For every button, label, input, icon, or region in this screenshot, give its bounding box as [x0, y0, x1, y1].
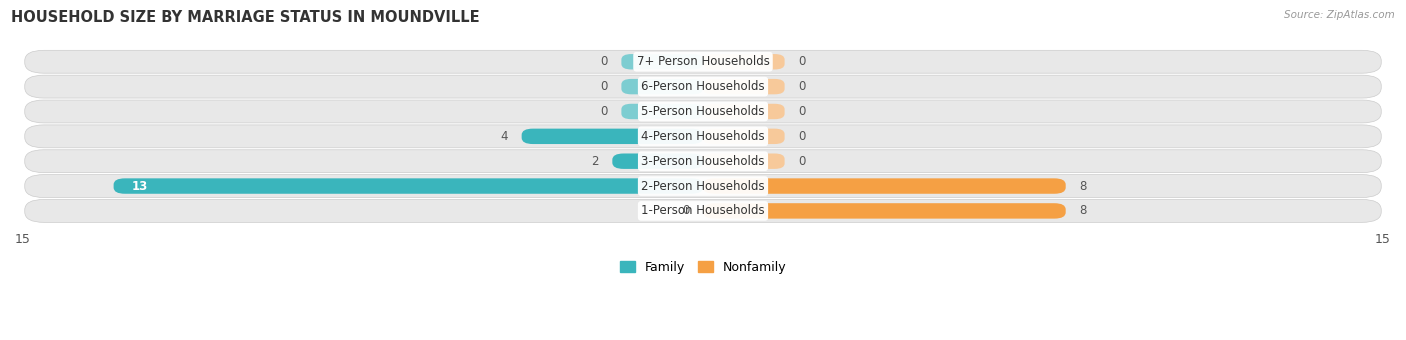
FancyBboxPatch shape [25, 200, 1381, 222]
FancyBboxPatch shape [25, 150, 1381, 173]
Legend: Family, Nonfamily: Family, Nonfamily [614, 256, 792, 279]
FancyBboxPatch shape [703, 104, 785, 119]
Text: 8: 8 [1080, 204, 1087, 217]
FancyBboxPatch shape [25, 50, 1381, 73]
Text: 13: 13 [132, 180, 148, 192]
Text: 5-Person Households: 5-Person Households [641, 105, 765, 118]
Text: 0: 0 [600, 105, 607, 118]
Text: 0: 0 [799, 130, 806, 143]
FancyBboxPatch shape [25, 125, 1381, 148]
FancyBboxPatch shape [114, 178, 703, 194]
Text: 0: 0 [799, 105, 806, 118]
FancyBboxPatch shape [621, 104, 703, 119]
Text: 0: 0 [799, 155, 806, 168]
FancyBboxPatch shape [621, 54, 703, 69]
Text: 0: 0 [799, 80, 806, 93]
Text: 7+ Person Households: 7+ Person Households [637, 55, 769, 68]
Text: HOUSEHOLD SIZE BY MARRIAGE STATUS IN MOUNDVILLE: HOUSEHOLD SIZE BY MARRIAGE STATUS IN MOU… [11, 10, 479, 25]
Text: 4-Person Households: 4-Person Households [641, 130, 765, 143]
FancyBboxPatch shape [25, 75, 1381, 98]
Text: 0: 0 [799, 55, 806, 68]
FancyBboxPatch shape [613, 153, 703, 169]
FancyBboxPatch shape [703, 79, 785, 94]
Text: 1-Person Households: 1-Person Households [641, 204, 765, 217]
Text: 3-Person Households: 3-Person Households [641, 155, 765, 168]
Text: 0: 0 [682, 204, 689, 217]
FancyBboxPatch shape [703, 178, 1066, 194]
Text: 2-Person Households: 2-Person Households [641, 180, 765, 192]
Text: 2: 2 [592, 155, 599, 168]
Text: 0: 0 [600, 55, 607, 68]
FancyBboxPatch shape [703, 54, 785, 69]
Text: 8: 8 [1080, 180, 1087, 192]
FancyBboxPatch shape [621, 79, 703, 94]
FancyBboxPatch shape [703, 129, 785, 144]
FancyBboxPatch shape [703, 153, 785, 169]
Text: 4: 4 [501, 130, 508, 143]
Text: 6-Person Households: 6-Person Households [641, 80, 765, 93]
FancyBboxPatch shape [25, 100, 1381, 123]
FancyBboxPatch shape [703, 203, 1066, 219]
FancyBboxPatch shape [25, 175, 1381, 198]
Text: Source: ZipAtlas.com: Source: ZipAtlas.com [1284, 10, 1395, 20]
FancyBboxPatch shape [522, 129, 703, 144]
Text: 0: 0 [600, 80, 607, 93]
